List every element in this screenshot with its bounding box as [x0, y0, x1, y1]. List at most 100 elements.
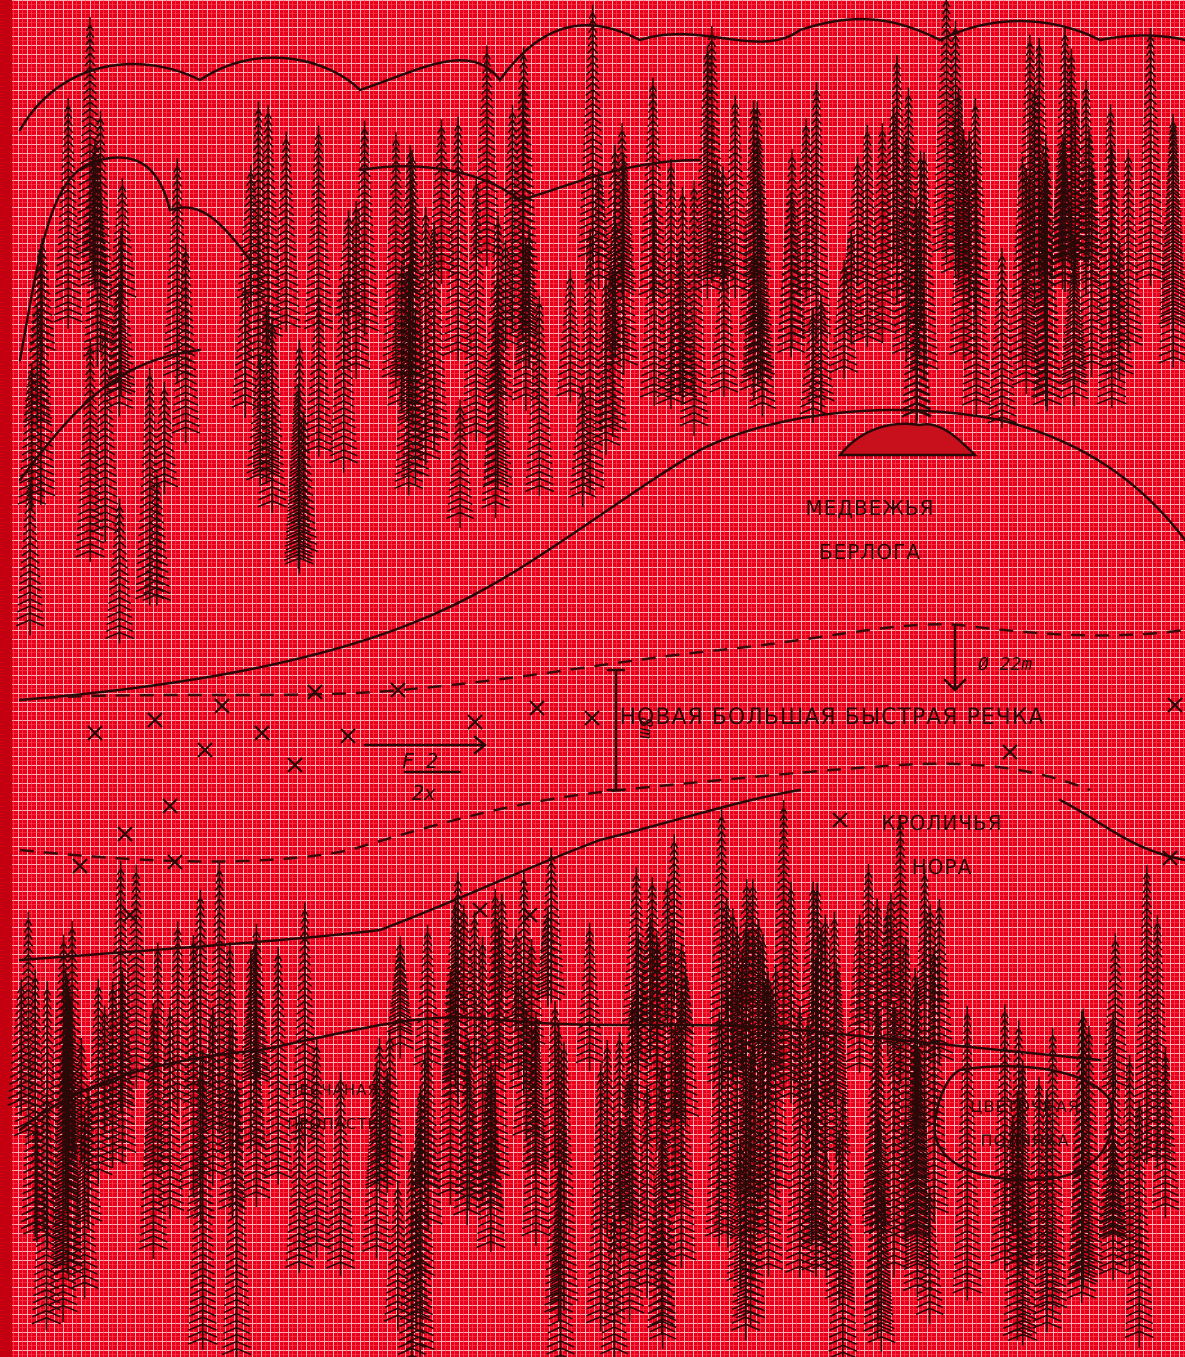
tree — [601, 144, 629, 289]
tree — [106, 231, 136, 397]
tree — [638, 77, 668, 304]
tree — [537, 847, 566, 1004]
place-label: ПЕСЧАНАЯ ПРОПАСТЬ — [287, 1081, 379, 1133]
tree — [32, 981, 62, 1248]
tree — [1124, 1099, 1154, 1348]
tree — [252, 305, 281, 484]
tree — [105, 282, 134, 417]
tree — [443, 116, 473, 361]
cross — [72, 858, 88, 874]
tree — [441, 898, 470, 1054]
tree — [150, 381, 179, 495]
tree — [138, 1003, 168, 1259]
tree — [854, 864, 883, 1033]
tree — [720, 95, 750, 299]
cross — [122, 907, 138, 923]
tree — [828, 1092, 858, 1357]
tree — [204, 862, 235, 1134]
tree — [178, 935, 209, 1198]
tree — [885, 815, 916, 1085]
tree — [624, 931, 653, 1075]
tree — [776, 191, 806, 358]
tree — [349, 120, 380, 337]
tree — [284, 339, 314, 575]
tree — [622, 867, 651, 1030]
cross — [1002, 744, 1018, 760]
tree — [48, 1045, 78, 1323]
tree — [1038, 1027, 1068, 1318]
tree — [13, 911, 43, 1144]
markers — [72, 682, 1183, 923]
tree — [1074, 129, 1104, 261]
tree — [467, 936, 498, 1202]
tree — [163, 921, 193, 1114]
cross — [162, 798, 178, 814]
tree — [987, 247, 1017, 429]
tree — [517, 938, 546, 1052]
tree — [231, 281, 260, 418]
river-depth: 8m — [635, 717, 656, 739]
cross — [1162, 850, 1178, 866]
formula-denominator: 2x — [412, 781, 436, 805]
tree — [575, 922, 604, 1072]
cross — [584, 710, 600, 726]
tree — [75, 16, 105, 261]
tree — [739, 100, 769, 340]
tree — [703, 159, 732, 278]
cross — [214, 698, 230, 714]
tree — [502, 928, 530, 1030]
tree — [931, 0, 961, 262]
tree — [218, 1019, 247, 1220]
tree — [460, 911, 489, 1069]
tree — [53, 97, 83, 329]
tree — [592, 1039, 622, 1238]
tree — [162, 158, 192, 383]
tree — [221, 1081, 252, 1357]
tree — [185, 889, 215, 1096]
tree — [1115, 1054, 1145, 1274]
tree — [90, 328, 120, 543]
tree — [413, 924, 442, 1074]
cross — [254, 725, 270, 741]
tree — [446, 399, 474, 529]
cross — [87, 725, 103, 741]
tree — [807, 295, 835, 412]
tree — [584, 168, 613, 290]
tree — [798, 881, 828, 1027]
tree — [732, 878, 762, 1010]
tree — [648, 1226, 677, 1349]
tree — [837, 229, 865, 345]
tree — [591, 277, 621, 456]
cross — [390, 682, 406, 698]
tree — [609, 154, 639, 376]
tree — [882, 55, 912, 303]
tree — [709, 259, 739, 397]
tree — [7, 979, 36, 1116]
tree — [643, 941, 672, 1079]
tree — [341, 200, 371, 379]
tree — [852, 124, 883, 347]
tree — [863, 1009, 893, 1241]
tree — [713, 991, 743, 1248]
tree — [410, 207, 441, 466]
tree — [488, 893, 516, 1002]
tree — [1004, 1020, 1034, 1274]
tree — [867, 123, 897, 344]
cross — [522, 907, 538, 923]
tree — [1096, 144, 1127, 408]
tree — [659, 834, 689, 1002]
tree — [290, 902, 320, 1152]
tree — [960, 98, 990, 318]
tree — [511, 239, 540, 411]
tree — [435, 970, 465, 1206]
tree — [253, 105, 283, 343]
tree — [245, 353, 275, 484]
cross — [340, 728, 356, 744]
tree — [1098, 1133, 1128, 1281]
tree — [461, 177, 492, 442]
tree — [891, 1116, 920, 1243]
formula-numerator: F 2 — [402, 749, 438, 773]
tree — [776, 881, 806, 1104]
cross — [287, 757, 303, 773]
